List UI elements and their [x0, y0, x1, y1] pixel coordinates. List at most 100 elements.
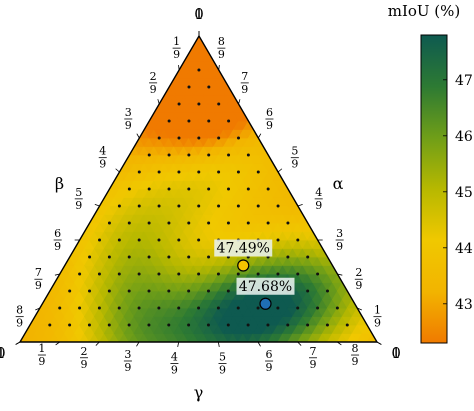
grid-marker — [187, 222, 190, 225]
gamma-tick-denominator: 9 — [266, 361, 273, 374]
alpha-tick-mark — [219, 65, 220, 70]
grid-marker — [108, 290, 111, 293]
grid-marker — [118, 239, 121, 242]
beta-tick-numerator: 4 — [99, 145, 106, 158]
grid-marker — [197, 307, 200, 310]
alpha-tick-mark — [377, 342, 381, 344]
grid-marker — [237, 273, 240, 276]
grid-marker — [227, 324, 230, 327]
grid-marker — [237, 307, 240, 310]
grid-marker — [336, 307, 339, 310]
gamma-tick-denominator: 9 — [38, 355, 45, 368]
grid-marker — [68, 290, 71, 293]
grid-marker — [168, 188, 171, 191]
alpha-tick-mark — [278, 169, 282, 172]
beta-tick-mark — [179, 65, 180, 70]
alpha-tick-numerator: 2 — [355, 266, 362, 279]
alpha-tick-denominator: 9 — [266, 119, 273, 132]
alpha-tick-denominator: 9 — [355, 279, 362, 292]
grid-marker — [138, 239, 141, 242]
grid-marker — [197, 171, 200, 174]
gamma-tick-label: 79 — [309, 345, 317, 371]
grid-marker — [217, 307, 220, 310]
grid-marker — [306, 290, 309, 293]
beta-tick-label: 0 — [194, 5, 204, 23]
beta-tick-mark — [16, 342, 20, 344]
alpha-tick-numerator: 6 — [266, 106, 273, 119]
gamma-axis-label: γ — [194, 383, 204, 402]
alpha-tick-mark — [298, 204, 303, 206]
grid-marker — [167, 222, 170, 225]
grid-marker — [257, 273, 260, 276]
grid-marker — [128, 222, 131, 225]
alpha-tick-numerator: 4 — [315, 186, 322, 199]
alpha-axis-label: α — [333, 174, 344, 193]
alpha-tick-label: 79 — [241, 70, 249, 96]
grid-marker — [257, 205, 260, 208]
grid-marker — [167, 290, 170, 293]
grid-marker — [197, 273, 200, 276]
gamma-tick-mark — [178, 342, 179, 347]
grid-marker — [197, 205, 200, 208]
beta-tick-denominator: 9 — [150, 83, 157, 96]
alpha-tick-label: 39 — [336, 227, 344, 253]
gamma-tick-label: 49 — [170, 351, 178, 377]
colorbar-tick-label: 47 — [455, 73, 473, 89]
grid-marker — [247, 154, 250, 157]
grid-marker — [88, 324, 91, 327]
alpha-tick-value: 0 — [391, 344, 401, 362]
beta-tick-mark — [95, 204, 100, 206]
alpha-tick-label: 49 — [315, 186, 323, 212]
grid-marker — [267, 222, 270, 225]
colorbar-tick-label: 45 — [455, 185, 473, 201]
gamma-tick-label: 29 — [80, 345, 88, 371]
gamma-tick-label: 39 — [124, 348, 132, 374]
grid-marker — [157, 273, 160, 276]
point-label-1: 47.49% — [217, 241, 270, 257]
grid-marker — [148, 154, 151, 157]
grid-marker — [187, 256, 190, 259]
grid-marker — [138, 205, 141, 208]
grid-marker — [326, 290, 329, 293]
grid-marker — [118, 205, 121, 208]
beta-tick-numerator: 2 — [150, 70, 157, 83]
grid-marker — [207, 324, 210, 327]
grid-marker — [306, 256, 309, 259]
beta-tick-denominator: 9 — [125, 119, 132, 132]
grid-marker — [237, 171, 240, 174]
heatmap-surface — [20, 36, 377, 342]
grid-marker — [108, 324, 111, 327]
grid-marker — [148, 188, 151, 191]
beta-tick-denominator: 9 — [16, 317, 23, 330]
grid-marker — [227, 154, 230, 157]
gamma-tick-label: 59 — [218, 351, 226, 377]
grid-marker — [217, 205, 220, 208]
grid-marker — [247, 324, 250, 327]
beta-tick-numerator: 7 — [35, 266, 42, 279]
point-marker-2 — [260, 298, 271, 309]
gamma-tick-label: 69 — [265, 348, 273, 374]
alpha-tick-mark — [239, 99, 240, 104]
beta-tick-numerator: 1 — [173, 35, 180, 48]
grid-marker — [187, 120, 190, 123]
grid-marker — [217, 137, 220, 140]
gamma-tick-numerator: 7 — [309, 345, 316, 358]
grid-marker — [177, 205, 180, 208]
alpha-tick-label: 69 — [265, 106, 273, 132]
grid-marker — [157, 307, 160, 310]
gamma-tick-denominator: 9 — [171, 364, 178, 377]
grid-marker — [207, 290, 210, 293]
grid-marker — [128, 188, 131, 191]
grid-marker — [138, 307, 141, 310]
gamma-tick-numerator: 1 — [38, 342, 45, 355]
beta-tick-label: 29 — [149, 70, 157, 96]
grid-marker — [227, 222, 230, 225]
grid-marker — [148, 290, 151, 293]
beta-tick-value: 0 — [194, 5, 204, 23]
gamma-tick-numerator: 3 — [124, 348, 131, 361]
grid-marker — [296, 239, 299, 242]
alpha-tick-denominator: 9 — [374, 317, 381, 330]
grid-marker — [187, 154, 190, 157]
grid-marker — [316, 273, 319, 276]
